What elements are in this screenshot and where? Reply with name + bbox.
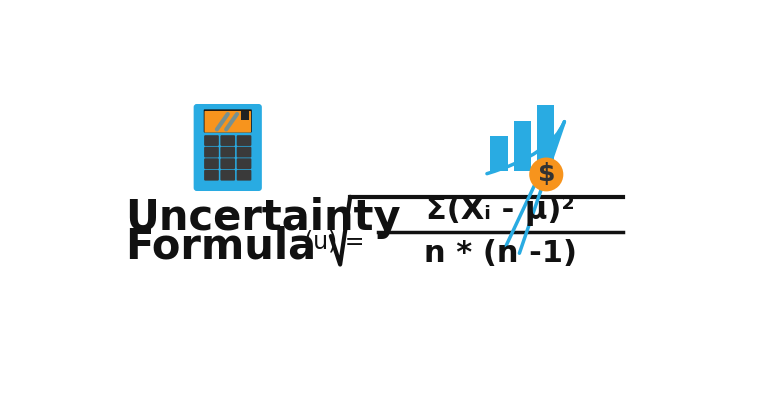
Text: n * (n -1): n * (n -1) xyxy=(424,239,577,268)
FancyBboxPatch shape xyxy=(204,158,219,169)
FancyBboxPatch shape xyxy=(204,147,219,158)
FancyBboxPatch shape xyxy=(194,104,262,191)
FancyBboxPatch shape xyxy=(220,170,235,181)
Text: Uncertainty: Uncertainty xyxy=(125,198,401,239)
Bar xyxy=(241,111,250,120)
Text: (u) =: (u) = xyxy=(303,229,364,254)
Circle shape xyxy=(529,158,563,192)
FancyBboxPatch shape xyxy=(237,158,251,169)
FancyBboxPatch shape xyxy=(237,135,251,146)
FancyBboxPatch shape xyxy=(237,147,251,158)
FancyBboxPatch shape xyxy=(220,135,235,146)
Text: Σ(Xᵢ - μ)²: Σ(Xᵢ - μ)² xyxy=(426,196,575,226)
FancyBboxPatch shape xyxy=(204,111,251,132)
FancyBboxPatch shape xyxy=(220,158,235,169)
FancyBboxPatch shape xyxy=(491,136,508,171)
FancyBboxPatch shape xyxy=(204,109,252,132)
FancyBboxPatch shape xyxy=(514,120,531,171)
FancyBboxPatch shape xyxy=(220,147,235,158)
FancyBboxPatch shape xyxy=(204,135,219,146)
FancyBboxPatch shape xyxy=(537,105,554,171)
FancyBboxPatch shape xyxy=(204,170,219,181)
Text: $: $ xyxy=(538,162,555,186)
FancyBboxPatch shape xyxy=(237,170,251,181)
Text: Formula: Formula xyxy=(125,225,316,267)
